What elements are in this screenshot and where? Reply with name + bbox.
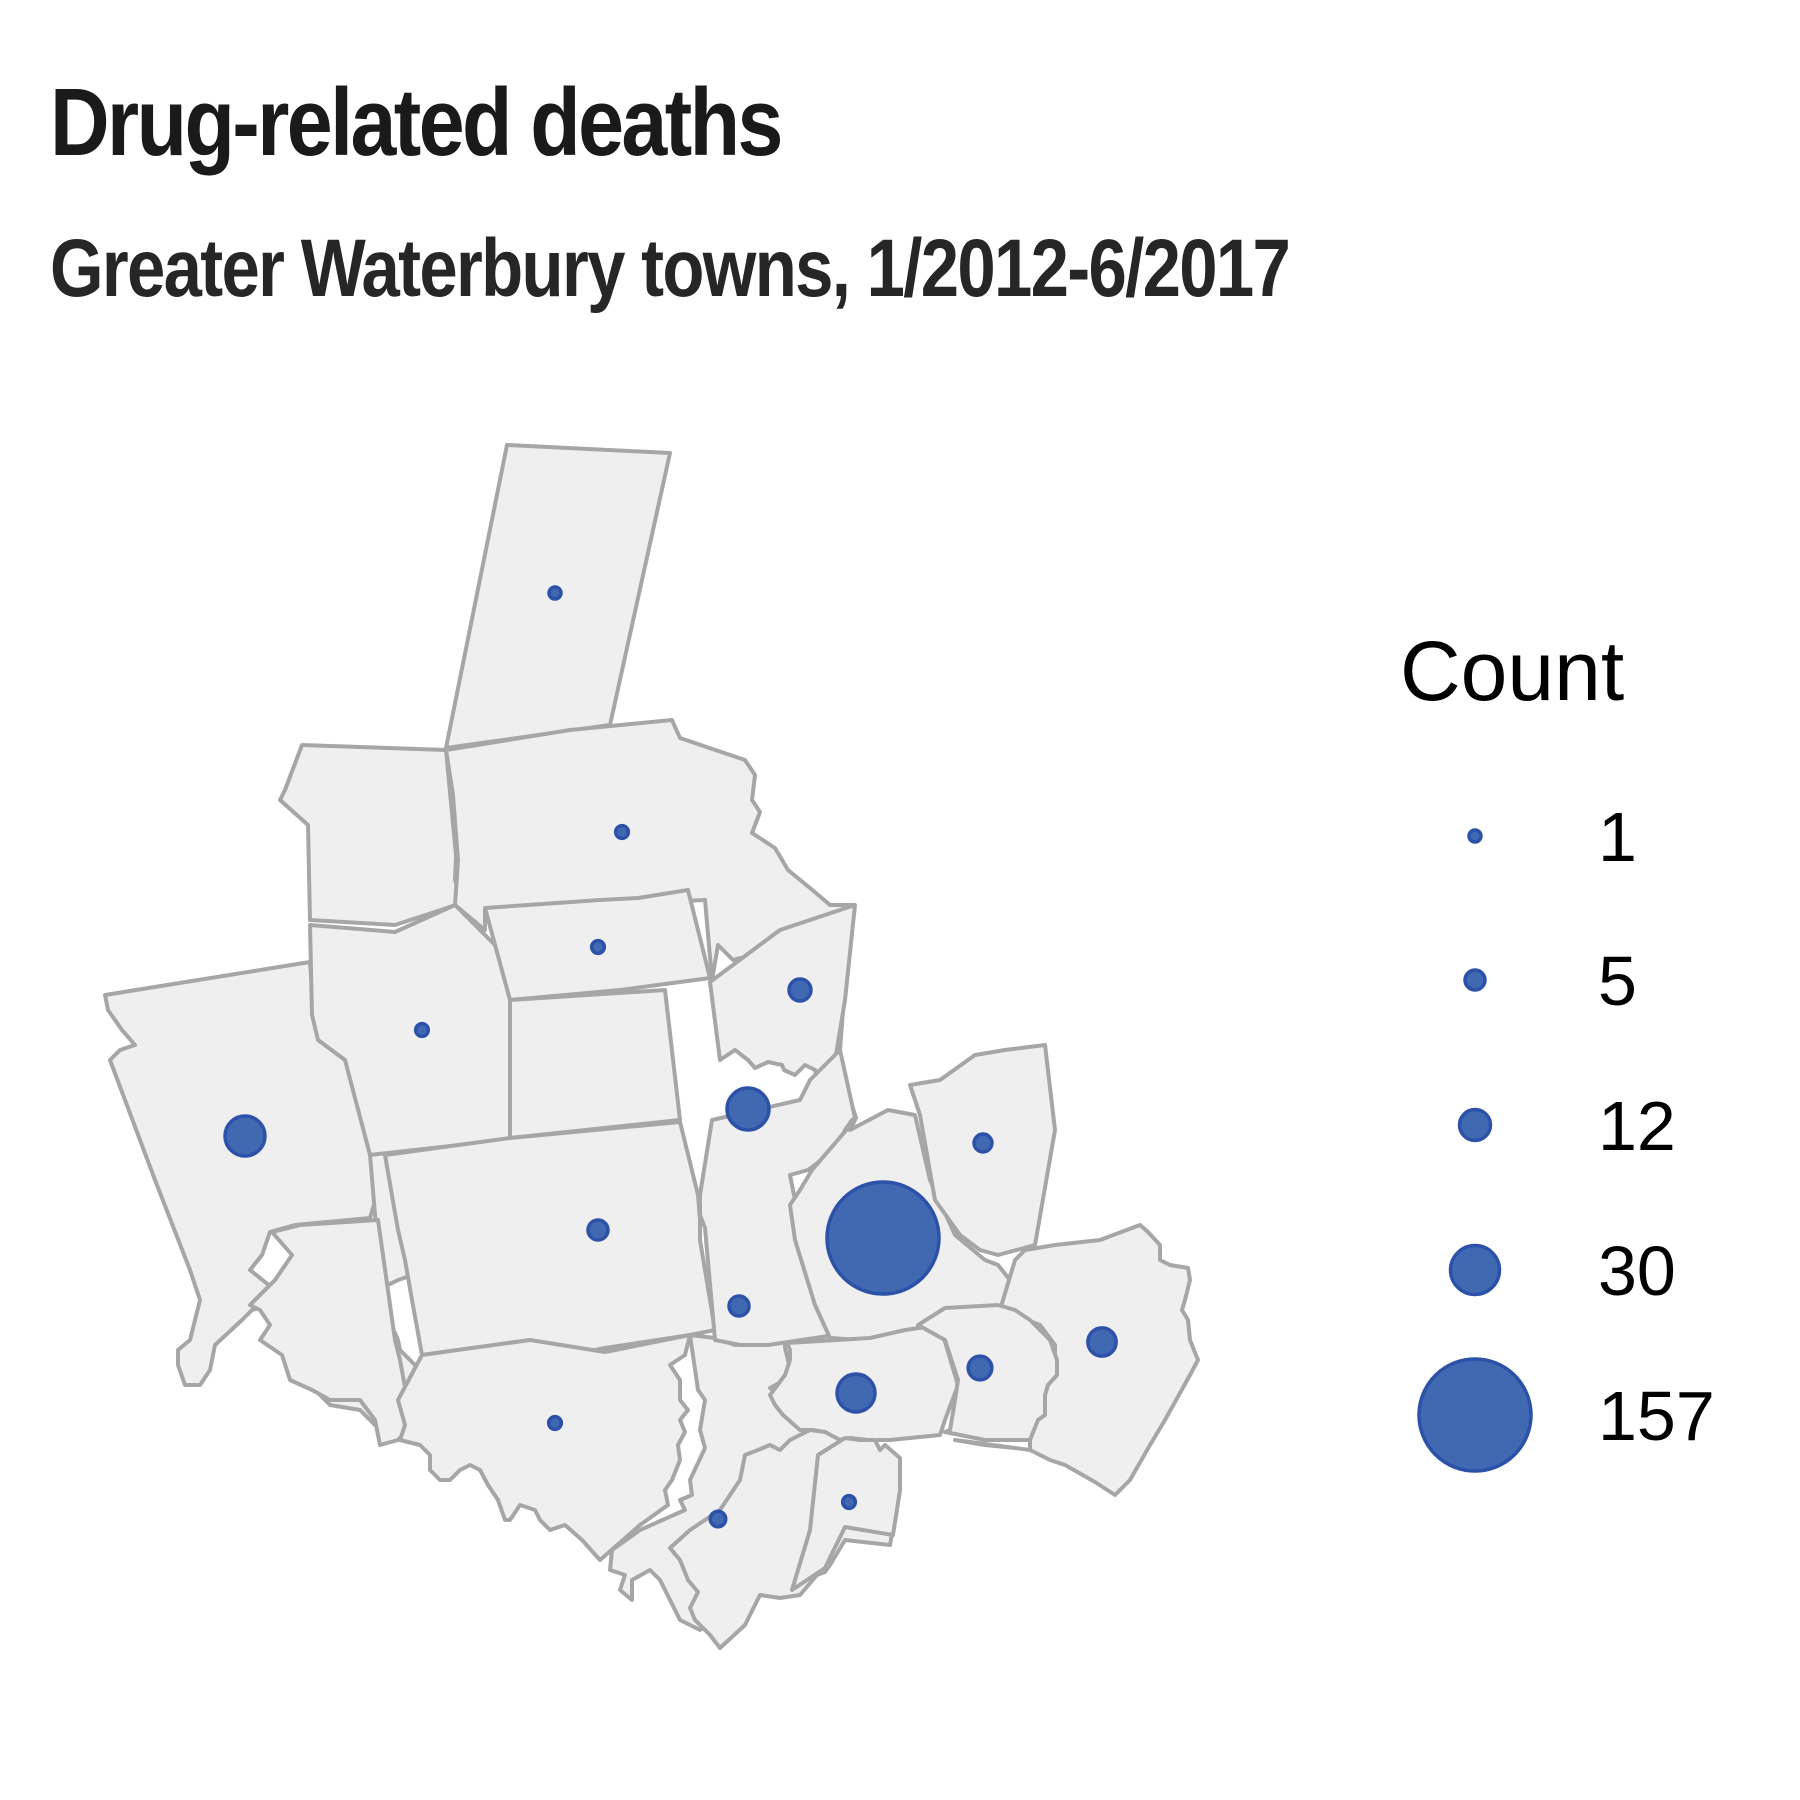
legend-label: 157	[1598, 1377, 1715, 1455]
town-northwest	[278, 743, 462, 927]
legend-bubble	[1448, 1243, 1502, 1297]
legend-title: Count	[1400, 624, 1624, 718]
town-south-southeast	[790, 1436, 902, 1592]
town-bubble	[966, 1354, 994, 1382]
legend-label: 12	[1598, 1087, 1676, 1165]
town-bubble	[708, 1509, 728, 1529]
town-bubble	[727, 1294, 751, 1318]
town-bubble	[413, 1021, 431, 1039]
town-bubble	[725, 1086, 771, 1132]
town-boundaries	[103, 443, 1200, 1650]
legend-bubble	[1457, 1107, 1493, 1143]
town-bubble	[223, 1114, 267, 1158]
legend-bubble	[1463, 968, 1487, 992]
town-bubble	[835, 1372, 877, 1414]
town-bubble	[840, 1493, 858, 1511]
map-subtitle: Greater Waterbury towns, 1/2012-6/2017	[50, 223, 1291, 314]
town-bubble	[972, 1132, 994, 1154]
town-bubble	[546, 1414, 564, 1432]
legend-bubble	[1417, 1357, 1533, 1473]
town-bubble	[1086, 1326, 1118, 1358]
town-southwest	[248, 1218, 414, 1447]
legend-bubble	[1467, 828, 1483, 844]
bubble-layer	[223, 585, 1118, 1529]
town-bubble	[589, 938, 607, 956]
town-bubble	[787, 977, 813, 1003]
town-bubble	[547, 585, 563, 601]
legend-label: 5	[1598, 942, 1637, 1020]
town-south-west-lower	[396, 1333, 692, 1562]
town-bubble	[825, 1180, 941, 1296]
map-title: Drug-related deaths	[50, 69, 783, 176]
town-center	[383, 1120, 717, 1357]
town-bubble	[586, 1218, 610, 1242]
legend-label: 1	[1598, 798, 1637, 876]
legend: Count 1 5 12 30 157	[1400, 624, 1715, 1473]
legend-label: 30	[1598, 1232, 1676, 1310]
town-bubble	[613, 823, 631, 841]
town-center-mid	[508, 988, 682, 1140]
